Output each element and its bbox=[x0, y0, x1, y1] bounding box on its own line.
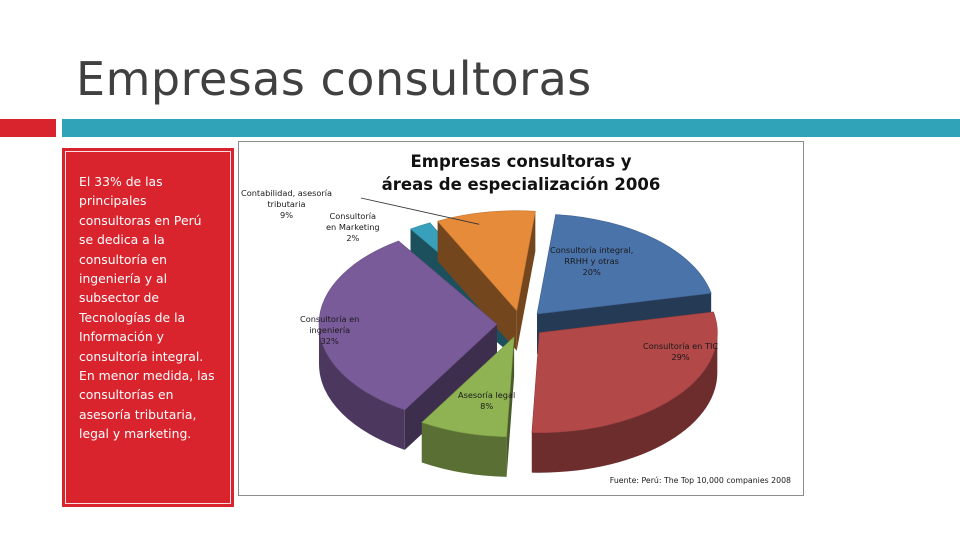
pie-slice-1-wall bbox=[531, 332, 718, 473]
pie-slice-2 bbox=[421, 336, 515, 477]
slice-label-contabilidad: Contabilidad, asesoría tributaria 9% bbox=[241, 188, 333, 220]
pie-slice-5-side-0 bbox=[437, 221, 517, 351]
accent-bar-red bbox=[0, 119, 56, 137]
summary-panel: El 33% de las principales consultoras en… bbox=[62, 148, 234, 507]
chart-title-line-1: Empresas consultoras y bbox=[410, 152, 632, 171]
pie-slice-1 bbox=[531, 311, 718, 473]
pie-slice-3-wall bbox=[319, 324, 405, 450]
pie-chart-canvas bbox=[318, 197, 718, 477]
chart-title-line-2: áreas de especialización 2006 bbox=[381, 175, 661, 194]
slice-label-marketing: Consultoría en Marketing 2% bbox=[326, 211, 380, 243]
pie-slice-3-top bbox=[318, 240, 498, 411]
slide-title: Empresas consultoras bbox=[76, 52, 592, 106]
accent-bar-teal bbox=[62, 119, 960, 137]
slice-label-legal: Asesoría legal 8% bbox=[458, 390, 516, 411]
pie-slice-5-side-1 bbox=[516, 211, 536, 351]
pie-slice-1-top bbox=[531, 311, 718, 433]
chart-source-note: Fuente: Perú: The Top 10,000 companies 2… bbox=[609, 476, 791, 485]
slice-label-tic: Consultoría en TIC 29% bbox=[643, 341, 719, 362]
leader-line-contabilidad bbox=[360, 197, 480, 225]
pie-chart: Empresas consultoras y áreas de especial… bbox=[238, 141, 804, 496]
pie-slice-2-top bbox=[421, 336, 515, 438]
slice-label-ingenieria: Consultoría en ingeniería 32% bbox=[300, 314, 360, 346]
pie-slice-2-wall bbox=[421, 422, 507, 477]
pie-slice-5 bbox=[437, 210, 536, 351]
slice-label-integral: Consultoría integral, RRHH y otras 20% bbox=[550, 245, 634, 277]
pie-slice-0-top bbox=[536, 214, 712, 315]
pie-slice-5-top bbox=[437, 210, 536, 312]
summary-text: El 33% de las principales consultoras en… bbox=[65, 151, 231, 504]
